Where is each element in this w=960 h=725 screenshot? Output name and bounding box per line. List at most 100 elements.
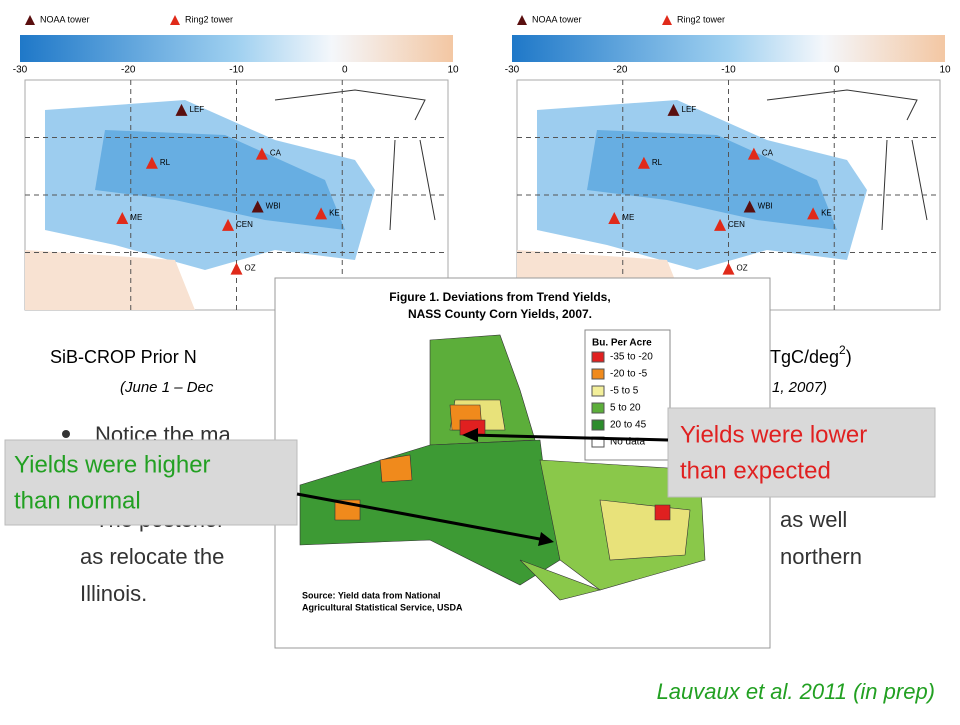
tower-marker <box>145 156 158 169</box>
legend-noaa-icon <box>517 15 527 25</box>
figure-source: Source: Yield data from National <box>302 590 441 600</box>
colorbar-tick: -20 <box>613 65 628 76</box>
legend-ring2-icon <box>170 15 180 25</box>
colorbar-tick: 10 <box>939 65 951 76</box>
callout-lower: Yields were lower than expected <box>462 407 936 498</box>
caption-close: ) <box>846 347 852 367</box>
county-region <box>599 499 691 561</box>
legend-noaa-icon <box>25 15 35 25</box>
legend-ring2-icon <box>662 15 672 25</box>
tower-marker <box>714 218 727 231</box>
tower-marker <box>747 147 760 160</box>
colorbar <box>512 35 945 62</box>
colorbar-tick: 0 <box>834 65 840 76</box>
tower-label: KE <box>821 209 832 218</box>
arrow <box>469 433 669 442</box>
caption-left: SiB-CROP Prior N <box>50 347 197 367</box>
tower-label: CA <box>270 149 282 158</box>
bullet-text: as relocate the <box>80 544 224 569</box>
great-lakes <box>274 89 436 231</box>
callout-box <box>4 439 298 526</box>
tower-marker <box>608 212 621 224</box>
tower-label: CEN <box>728 220 745 229</box>
legend-label: -20 to -5 <box>610 369 648 380</box>
legend-swatch <box>591 402 605 414</box>
tower-marker <box>637 156 650 169</box>
legend-ring2: Ring2 tower <box>677 14 725 24</box>
colorbar-tick: -30 <box>13 65 28 76</box>
flux-core <box>95 130 345 230</box>
caption: SiB-CROP Prior N TgC/deg2) (June 1 – Dec… <box>50 343 852 396</box>
tower-label: WBI <box>266 202 281 211</box>
tower-label: CEN <box>236 220 253 229</box>
caption-right: TgC/deg2) <box>770 343 852 367</box>
legend-swatch <box>591 368 605 380</box>
tower-label: ME <box>622 213 634 222</box>
arrow <box>296 492 546 542</box>
legend-label: No data <box>610 437 645 448</box>
callout-text: than normal <box>14 487 141 514</box>
legend-label: 5 to 20 <box>610 403 641 414</box>
county-region <box>519 559 602 601</box>
colorbar-tick: 10 <box>447 65 459 76</box>
tower-marker <box>807 207 820 220</box>
county-region <box>379 454 413 483</box>
tower-label: KE <box>329 209 340 218</box>
legend-swatch <box>591 419 605 431</box>
bullet-text: Illinois. <box>80 581 147 606</box>
colorbar-tick: -30 <box>505 65 520 76</box>
tower-label: OZ <box>737 264 748 273</box>
tower-label: LEF <box>682 105 697 114</box>
legend-noaa: NOAA tower <box>532 14 582 24</box>
figure-title: Figure 1. Deviations from Trend Yields, <box>389 290 610 304</box>
colorbar-tick: 0 <box>342 65 348 76</box>
callout-higher: Yields were higher than normal <box>4 439 554 546</box>
legend-title: Bu. Per Acre <box>592 338 652 349</box>
tower-label: ME <box>130 213 142 222</box>
flux-core <box>587 130 837 230</box>
colorbar-tick: -20 <box>121 65 136 76</box>
figure-title: NASS County Corn Yields, 2007. <box>408 307 592 321</box>
callout-text: Yields were higher <box>14 451 211 478</box>
tower-label: WBI <box>758 202 773 211</box>
legend-label: 20 to 45 <box>610 420 647 431</box>
legend-swatch <box>591 385 605 397</box>
colorbar-tick: -10 <box>229 65 244 76</box>
dates-right: 1, 2007) <box>772 379 827 396</box>
callout-text: Yields were lower <box>680 421 867 448</box>
colorbar <box>20 35 453 62</box>
legend-label: -35 to -20 <box>610 352 653 363</box>
tower-label: RL <box>160 158 171 167</box>
map-panel: NOAA tower Ring2 tower -30 -20 -10 0 10 LEF CA RL… <box>13 14 459 311</box>
caption-sup: 2 <box>839 343 846 357</box>
tower-marker <box>255 147 268 160</box>
tower-marker <box>251 200 264 213</box>
citation: Lauvaux et al. 2011 (in prep) <box>657 679 935 704</box>
map-panel: NOAA tower Ring2 tower -30 -20 -10 0 10 LEF CA RL… <box>505 14 951 311</box>
tower-marker <box>743 200 756 213</box>
great-lakes <box>766 89 928 231</box>
legend-label: -5 to 5 <box>610 386 639 397</box>
callout-text: than expected <box>680 457 831 484</box>
bullet-text: northern <box>780 544 862 569</box>
tower-label: LEF <box>190 105 205 114</box>
tower-marker <box>116 212 129 224</box>
legend-swatch <box>591 351 605 363</box>
tower-marker <box>230 262 243 275</box>
figure-source: Agricultural Statistical Service, USDA <box>302 602 463 612</box>
tower-label: CA <box>762 149 774 158</box>
bullet-dot <box>62 430 70 438</box>
tower-marker <box>315 207 328 220</box>
yield-figure: Figure 1. Deviations from Trend Yields, … <box>274 277 771 649</box>
bullet-text: as well <box>780 507 847 532</box>
county-region <box>654 504 671 521</box>
tower-marker <box>222 218 235 231</box>
legend-ring2: Ring2 tower <box>185 14 233 24</box>
legend-noaa: NOAA tower <box>40 14 90 24</box>
tower-label: OZ <box>245 264 256 273</box>
tower-label: RL <box>652 158 663 167</box>
caption-unit: TgC/deg <box>770 347 839 367</box>
callout-box <box>667 407 936 498</box>
